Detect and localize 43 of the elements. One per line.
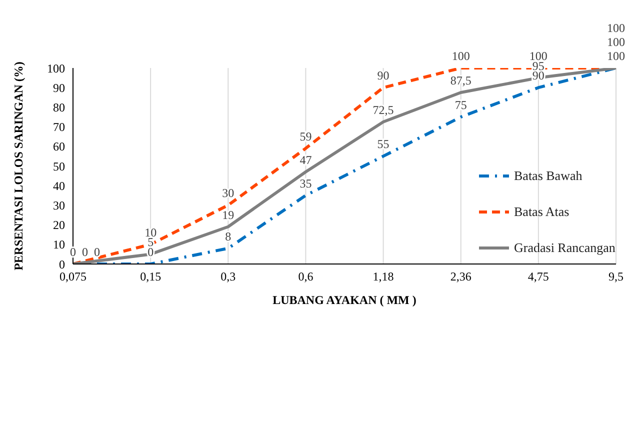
y-tick-label: 100	[47, 61, 65, 76]
data-label: 100	[529, 49, 548, 63]
x-tick-label: 1,18	[372, 270, 394, 284]
x-tick-label: 0,6	[298, 270, 314, 284]
x-tick-label: 0,075	[60, 270, 86, 284]
x-tick-label: 9,5	[608, 270, 624, 284]
data-label: 30	[222, 186, 234, 200]
y-axis-title: PERSENTASI LOLOS SARINGAN (%)	[11, 62, 26, 270]
y-tick-label: 90	[53, 80, 65, 95]
data-label: 72,5	[372, 102, 394, 117]
y-tick-label: 0	[59, 257, 65, 272]
data-label: 0	[94, 245, 100, 259]
data-label: 75	[454, 98, 467, 112]
data-label: 0	[82, 245, 88, 259]
y-tick-label: 10	[53, 238, 65, 252]
y-tick-label: 60	[53, 140, 65, 154]
y-tick-label: 70	[53, 120, 65, 134]
x-axis-title: LUBANG AYAKAN ( MM )	[272, 293, 416, 307]
x-tick-label: 4,75	[528, 270, 549, 284]
legend-label: Batas Bawah	[514, 168, 582, 184]
data-label: 19	[222, 208, 234, 222]
y-tick-label: 20	[53, 218, 65, 232]
data-label: 87,5	[450, 74, 472, 88]
x-tick-label: 0,15	[140, 270, 162, 284]
data-label: 100	[607, 49, 625, 63]
data-label: 100	[452, 49, 470, 63]
data-label: 47	[300, 152, 312, 167]
legend-label: Gradasi Rancangan	[514, 240, 616, 256]
data-label: 59	[300, 129, 312, 144]
legend-label: Batas Atas	[514, 204, 570, 220]
data-label: 35	[300, 176, 312, 190]
data-label: 10	[144, 225, 157, 240]
data-label: 100	[607, 35, 625, 49]
data-label: 100	[607, 21, 625, 35]
y-tick-label: 30	[53, 198, 65, 212]
x-tick-label: 0,3	[220, 270, 236, 284]
y-tick-label: 80	[53, 100, 65, 114]
x-tick-label: 2,36	[450, 270, 472, 284]
data-label: 8	[225, 229, 232, 244]
data-label: 90	[377, 68, 390, 83]
data-label: 55	[377, 137, 390, 152]
y-tick-label: 40	[53, 178, 65, 193]
y-tick-label: 50	[53, 159, 65, 174]
